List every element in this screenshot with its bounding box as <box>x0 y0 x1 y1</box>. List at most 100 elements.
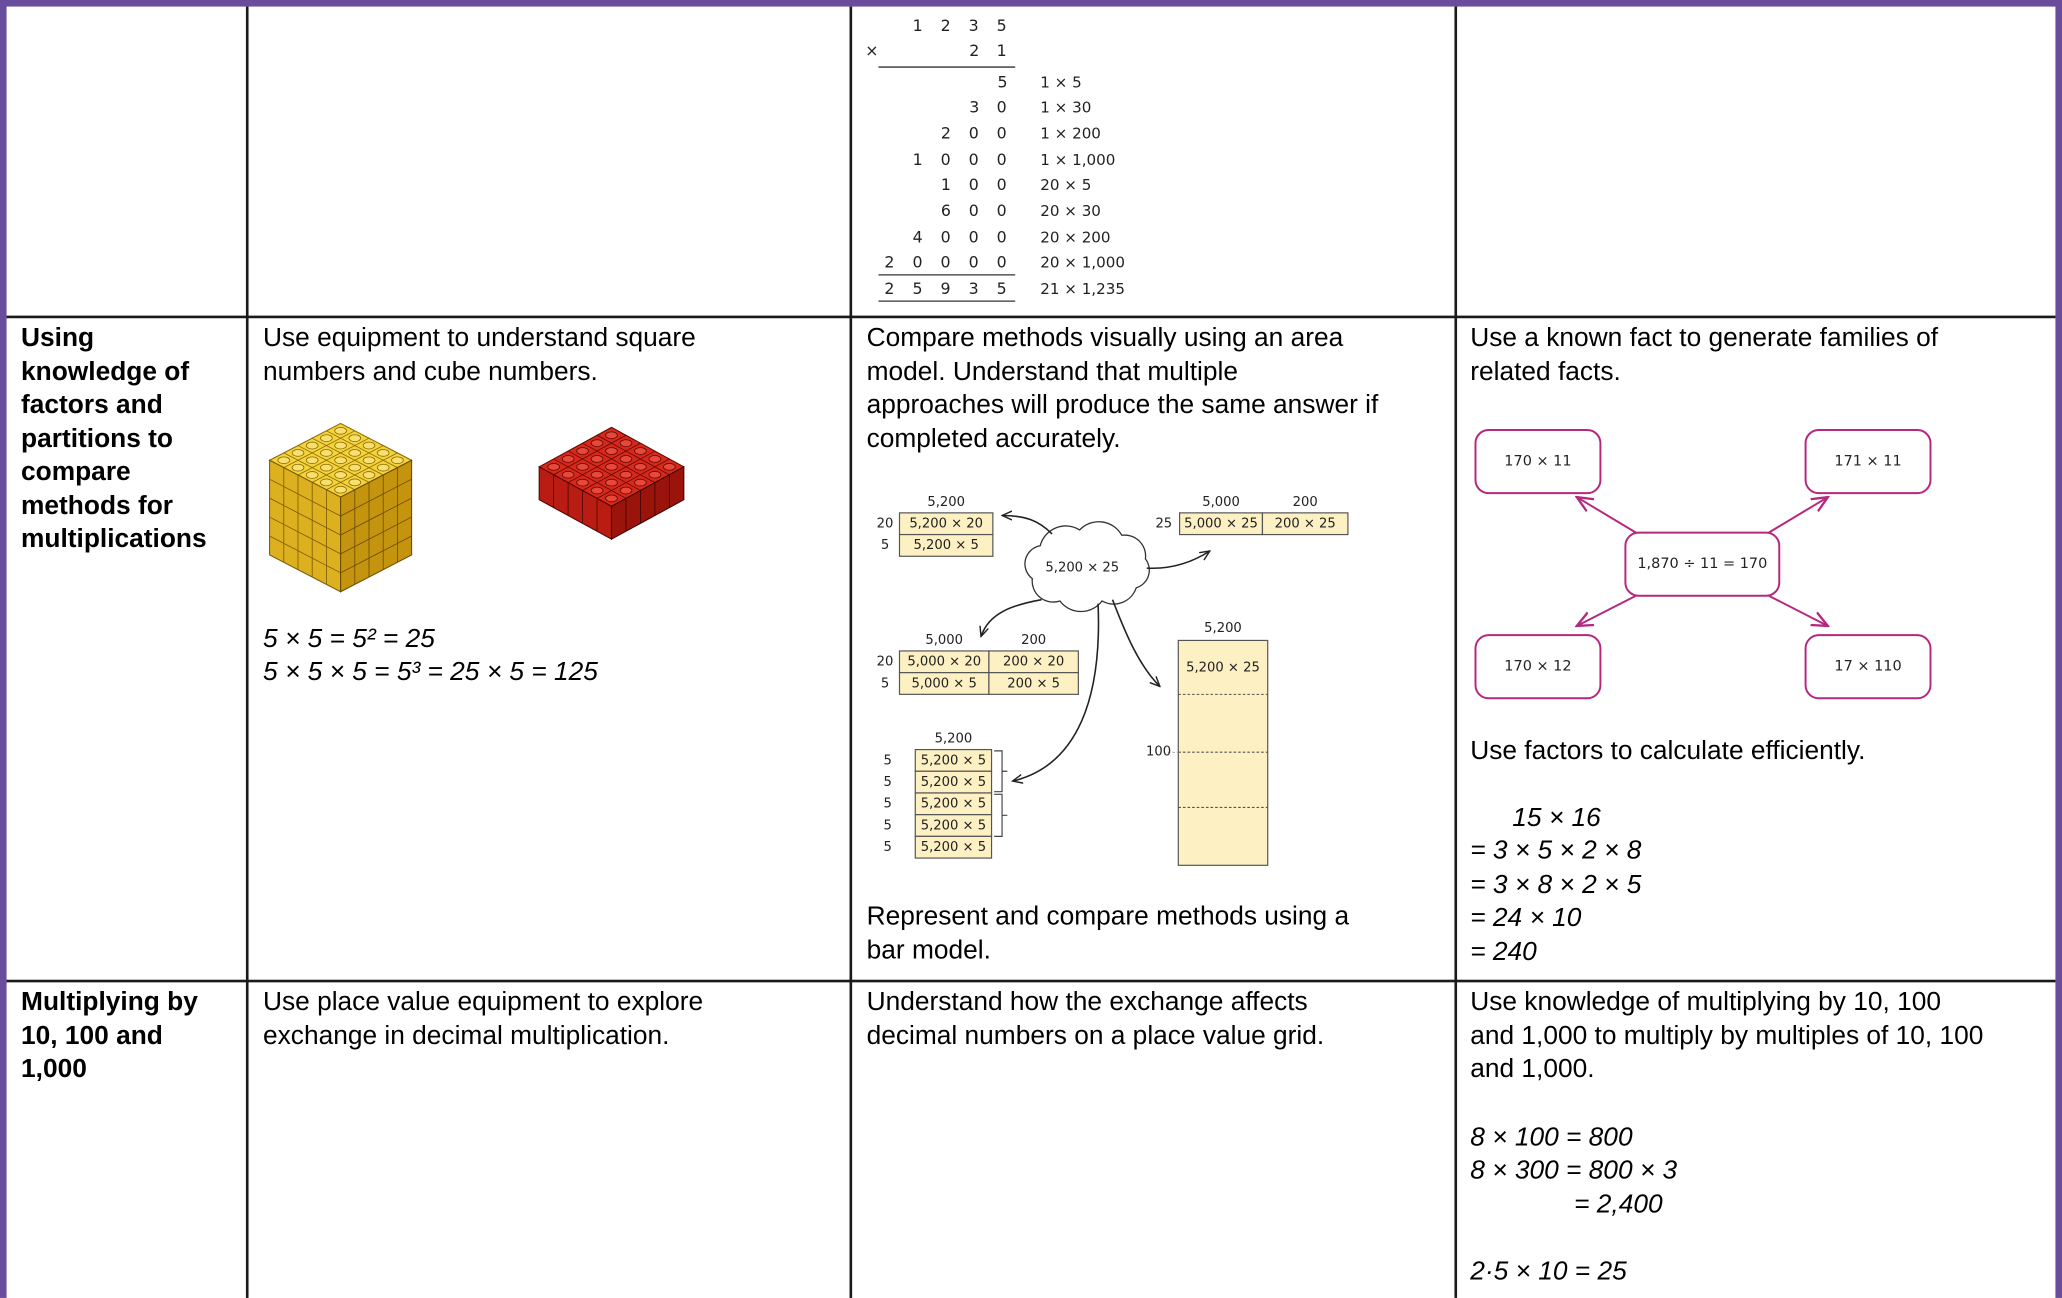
cube-stud <box>619 486 633 495</box>
row-heading: Using knowledge of factors and partitions t… <box>21 322 207 557</box>
cube-stud <box>376 449 390 457</box>
column-header: 5,000 <box>1202 495 1240 510</box>
digits: 100 <box>941 175 1007 194</box>
text-line: and 1,000. <box>1470 1054 1595 1084</box>
cube-stud <box>648 455 662 463</box>
equation-line: 8 × 300 = 800 × 3 <box>1470 1155 1678 1185</box>
arrow <box>1111 599 1160 687</box>
digits: 4000 <box>913 228 1007 247</box>
fact-box <box>1474 634 1602 700</box>
cube-stud <box>634 463 647 471</box>
cube-stud <box>619 439 633 447</box>
model-cell <box>898 533 994 557</box>
fact-arrow <box>1768 497 1828 534</box>
cube-stud <box>605 478 618 487</box>
text-line: bar model. <box>866 935 991 965</box>
text-line: exchange in decimal multiplication. <box>263 1021 670 1051</box>
cube-grid <box>340 516 412 555</box>
cube-stud <box>334 471 347 479</box>
cube-grid <box>269 497 341 536</box>
equation-line: 8 × 100 = 800 <box>1470 1123 1633 1152</box>
cube-stud <box>320 449 333 457</box>
cube-stud <box>619 470 633 479</box>
cloud <box>1024 521 1150 613</box>
cube-stud <box>305 471 319 479</box>
digits: 200 <box>941 124 1007 143</box>
cube-grid <box>596 434 670 476</box>
frame-left <box>0 0 7 1298</box>
cube-stud <box>590 486 604 495</box>
cube-grid <box>269 535 341 574</box>
cube-stud <box>334 441 347 450</box>
row-label: 5 <box>883 753 891 768</box>
text-line: 5 × 5 × 5 = 5³ = 25 × 5 = 125 <box>263 657 598 687</box>
column-rule <box>1454 6 1457 1298</box>
row-label: 20 <box>877 655 894 670</box>
cube-stud <box>590 439 604 447</box>
cube-stud <box>348 478 362 487</box>
row-label: 5 <box>881 676 889 691</box>
cell-label: 200 × 5 <box>1007 676 1060 691</box>
cube-grid <box>326 430 398 468</box>
equations: 5 × 5 = 5² = 25 5 × 5 × 5 = 5³ = 25 × 5 =… <box>263 623 598 689</box>
cube-grid <box>567 442 641 483</box>
cube-grid <box>340 478 412 517</box>
cube-stud <box>561 470 575 479</box>
working-line: 15 × 16 <box>1512 803 1601 833</box>
cell-text: Use knowledge of multiplying by 10, 100 a… <box>1470 986 1983 1087</box>
text-line: Represent and compare methods using a <box>866 902 1350 932</box>
partial-note: 20 × 5 <box>1040 176 1091 194</box>
cube-stud <box>334 426 347 435</box>
fact-arrow <box>1768 594 1828 626</box>
row-heading: Multiplying by 10, 100 and 1,000 <box>21 986 198 1087</box>
model-cell <box>1261 512 1349 536</box>
cube-grid <box>297 437 370 476</box>
cube-grid <box>312 445 384 483</box>
cell-label: 5,000 × 20 <box>907 655 981 670</box>
cube-stud <box>619 455 633 463</box>
text-line: numbers and cube numbers. <box>263 357 598 386</box>
row-label: 25 <box>1155 517 1172 532</box>
digits: 30 <box>969 97 1006 116</box>
cube-grid <box>340 535 412 574</box>
fact-label: 17 × 110 <box>1834 659 1901 675</box>
fact-label: 171 × 11 <box>1834 454 1901 470</box>
cell-text: Understand how the exchange affects decim… <box>867 986 1325 1053</box>
column-header: 5,000 <box>925 633 963 648</box>
text-line: factors and <box>21 390 163 420</box>
cube-stud <box>320 463 333 472</box>
cube-stud <box>391 456 404 465</box>
cell-text: Compare methods visually using an area mo… <box>867 322 1379 456</box>
cube-stud <box>334 456 347 465</box>
bracket <box>994 750 1008 793</box>
cube-stud <box>576 463 589 471</box>
text-line: completed accurately. <box>866 424 1121 454</box>
bar-header: 5,200 <box>1204 621 1242 636</box>
bar-label: 5,200 × 25 <box>1186 661 1260 676</box>
model-cell <box>914 835 993 859</box>
cube-face <box>610 465 685 541</box>
cube-stud <box>305 456 319 465</box>
fact-label: 170 × 11 <box>1504 454 1571 470</box>
cube-grid <box>582 442 656 483</box>
cell-text: Use equipment to understand square number… <box>263 322 696 389</box>
digits: 5 <box>997 72 1007 91</box>
text-line: Use a known fact to generate families of <box>1470 323 1939 353</box>
equation-line: 2·5 × 10 = 25 <box>1470 1257 1627 1287</box>
arrow <box>1146 551 1210 570</box>
text-line: Multiplying by <box>21 987 198 1017</box>
digits: 20000 <box>884 253 1006 272</box>
cell-label: 5,200 × 5 <box>921 753 986 768</box>
cell-text: Represent and compare methods using a bar… <box>867 901 1349 968</box>
text-line: Using <box>21 323 95 353</box>
digits: 600 <box>941 201 1007 220</box>
cube-stud <box>362 471 376 479</box>
cube-grid <box>297 445 370 483</box>
cube-grid <box>553 434 627 476</box>
cell-text: Use a known fact to generate families of… <box>1470 322 1938 389</box>
partial-note: 1 × 5 <box>1040 73 1082 91</box>
cell-label: 5,200 × 5 <box>921 797 986 812</box>
